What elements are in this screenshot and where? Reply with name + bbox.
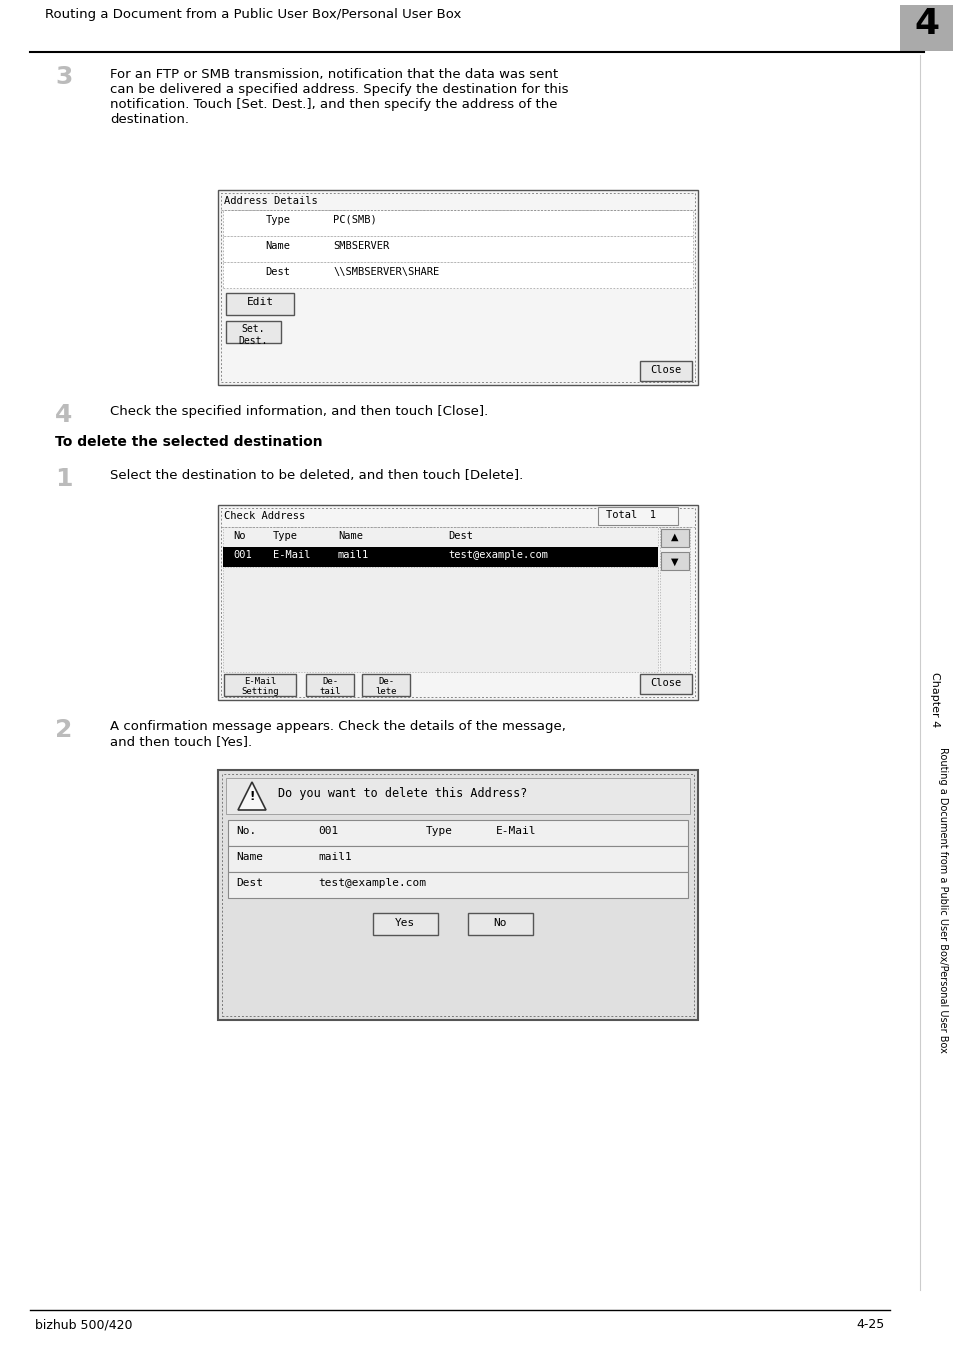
Text: 4: 4: [914, 7, 939, 41]
Text: Yes: Yes: [395, 918, 415, 927]
Text: 1: 1: [55, 466, 72, 491]
Text: Type: Type: [273, 531, 297, 541]
Bar: [224, 675, 295, 696]
Bar: [223, 566, 658, 672]
Polygon shape: [237, 781, 266, 810]
Bar: [221, 508, 695, 698]
Text: De-
lete: De- lete: [375, 677, 396, 696]
Text: Name: Name: [265, 241, 291, 251]
Bar: [598, 507, 678, 525]
Text: 2: 2: [55, 718, 72, 742]
Text: Check Address: Check Address: [224, 511, 305, 521]
Bar: [660, 529, 688, 548]
Bar: [223, 237, 692, 262]
Text: SMBSERVER: SMBSERVER: [333, 241, 389, 251]
Bar: [228, 872, 687, 898]
Bar: [218, 191, 698, 385]
Bar: [218, 506, 698, 700]
Text: Dest: Dest: [448, 531, 473, 541]
Bar: [660, 552, 688, 571]
Bar: [223, 210, 692, 237]
Text: A confirmation message appears. Check the details of the message,
and then touch: A confirmation message appears. Check th…: [110, 721, 565, 748]
Bar: [223, 262, 692, 288]
Text: E-Mail: E-Mail: [273, 550, 310, 560]
Text: Close: Close: [650, 677, 680, 688]
Bar: [223, 548, 658, 566]
Text: \\SMBSERVER\SHARE: \\SMBSERVER\SHARE: [333, 266, 438, 277]
Text: No: No: [493, 918, 506, 927]
Text: No: No: [233, 531, 245, 541]
Bar: [221, 193, 695, 383]
Bar: [218, 771, 698, 1019]
Text: Select the destination to be deleted, and then touch [Delete].: Select the destination to be deleted, an…: [110, 469, 522, 483]
Text: Set.
Dest.: Set. Dest.: [238, 324, 268, 346]
Text: 3: 3: [55, 65, 72, 89]
Text: test@example.com: test@example.com: [448, 550, 547, 560]
Bar: [223, 527, 658, 548]
Text: Address Details: Address Details: [224, 196, 317, 206]
Bar: [222, 773, 693, 1015]
Text: Name: Name: [235, 852, 263, 863]
Text: Check the specified information, and then touch [Close].: Check the specified information, and the…: [110, 406, 488, 418]
Bar: [361, 675, 410, 696]
Bar: [226, 777, 689, 814]
Text: Do you want to delete this Address?: Do you want to delete this Address?: [277, 787, 527, 800]
Text: Routing a Document from a Public User Box/Personal User Box: Routing a Document from a Public User Bo…: [45, 8, 461, 22]
Text: To delete the selected destination: To delete the selected destination: [55, 435, 322, 449]
Text: 001: 001: [233, 550, 252, 560]
Text: mail1: mail1: [337, 550, 369, 560]
Text: mail1: mail1: [317, 852, 352, 863]
Text: bizhub 500/420: bizhub 500/420: [35, 1318, 132, 1330]
Text: ▲: ▲: [671, 531, 678, 542]
Text: 4-25: 4-25: [856, 1318, 884, 1330]
Text: Dest: Dest: [235, 877, 263, 888]
Bar: [228, 821, 687, 846]
Bar: [639, 675, 691, 694]
Bar: [659, 527, 689, 672]
Bar: [373, 913, 437, 936]
Text: 001: 001: [317, 826, 338, 836]
Text: No.: No.: [235, 826, 256, 836]
Bar: [899, 5, 953, 51]
Text: 4: 4: [55, 403, 72, 427]
Text: Edit: Edit: [246, 297, 274, 307]
Text: !: !: [249, 790, 254, 803]
Bar: [468, 913, 533, 936]
Text: test@example.com: test@example.com: [317, 877, 426, 888]
Bar: [226, 320, 281, 343]
Text: For an FTP or SMB transmission, notification that the data was sent
can be deliv: For an FTP or SMB transmission, notifica…: [110, 68, 568, 126]
Text: Total  1: Total 1: [605, 510, 656, 521]
Bar: [226, 293, 294, 315]
Bar: [639, 361, 691, 381]
Text: E-Mail: E-Mail: [496, 826, 536, 836]
Bar: [306, 675, 354, 696]
Text: PC(SMB): PC(SMB): [333, 215, 376, 224]
Bar: [228, 846, 687, 872]
Text: ▼: ▼: [671, 557, 678, 566]
Text: E-Mail
Setting: E-Mail Setting: [241, 677, 278, 696]
Text: Type: Type: [265, 215, 291, 224]
Text: Dest: Dest: [265, 266, 291, 277]
Text: De-
tail: De- tail: [319, 677, 340, 696]
Text: Type: Type: [426, 826, 453, 836]
Text: Name: Name: [337, 531, 363, 541]
Text: Close: Close: [650, 365, 680, 375]
Text: Routing a Document from a Public User Box/Personal User Box: Routing a Document from a Public User Bo…: [937, 748, 947, 1053]
Text: Chapter 4: Chapter 4: [929, 672, 939, 727]
